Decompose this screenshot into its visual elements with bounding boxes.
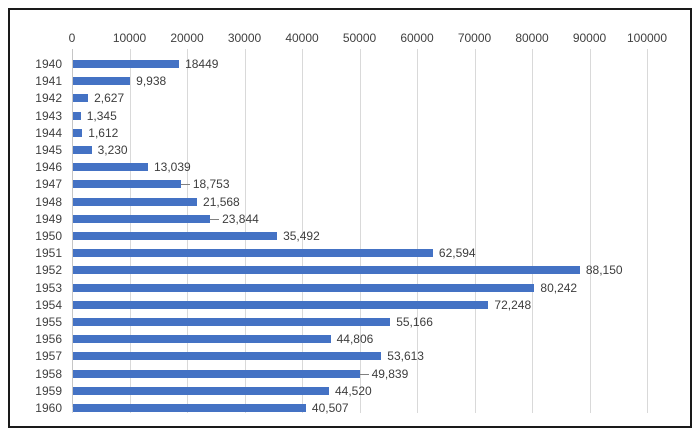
data-label: 13,039 <box>153 160 191 175</box>
data-label-leader-line <box>210 218 220 220</box>
bar <box>73 60 180 68</box>
category-label: 1952 <box>35 263 62 278</box>
category-label: 1953 <box>35 280 62 295</box>
axis-tick-mark <box>417 407 418 413</box>
category-label: 1948 <box>35 194 62 209</box>
bar <box>73 318 391 326</box>
x-axis-tick-label: 10000 <box>112 31 147 45</box>
gridline <box>647 49 648 407</box>
category-label: 1947 <box>35 177 62 192</box>
data-label: 53,613 <box>387 349 424 364</box>
category-label: 1944 <box>35 125 62 140</box>
data-label: 72,248 <box>494 297 532 312</box>
category-label: 1949 <box>35 211 62 226</box>
category-label: 1959 <box>35 383 62 398</box>
x-axis-tick-label: 60000 <box>400 31 434 45</box>
data-label: 44,806 <box>336 332 374 347</box>
data-label: 49,839 <box>371 366 409 381</box>
category-label: 1941 <box>35 74 62 89</box>
x-axis-tick-label: 50000 <box>342 31 377 45</box>
bar <box>73 180 181 189</box>
data-label: 80,242 <box>540 280 578 295</box>
x-axis-tick-label: 40000 <box>285 31 319 45</box>
bar <box>73 232 278 240</box>
category-label: 1942 <box>35 91 62 106</box>
data-label: 2,627 <box>94 91 125 106</box>
bar <box>73 283 535 292</box>
axis-tick-mark <box>72 407 73 413</box>
data-label: 18449 <box>185 57 219 71</box>
axis-tick-mark <box>359 407 361 413</box>
bar <box>73 128 83 137</box>
bar <box>73 352 382 361</box>
bar <box>73 214 211 223</box>
category-label: 1954 <box>35 297 62 312</box>
data-label-leader-line <box>180 184 190 186</box>
category-label: 1960 <box>35 401 62 415</box>
data-label: 35,492 <box>283 229 320 243</box>
data-label: 1,345 <box>86 108 117 123</box>
bar <box>73 111 81 120</box>
axis-tick-mark <box>647 407 648 413</box>
gridline <box>589 49 591 407</box>
bar <box>73 300 489 309</box>
bar <box>73 266 580 275</box>
bar <box>73 369 360 378</box>
gridline <box>187 49 188 407</box>
gridline <box>302 49 303 407</box>
axis-tick-mark <box>589 407 591 413</box>
bar <box>73 163 148 172</box>
bar <box>73 404 306 412</box>
x-axis-tick-label: 0 <box>68 31 76 45</box>
data-label: 18,753 <box>192 177 230 192</box>
bar <box>73 77 131 86</box>
x-axis-tick-label: 80000 <box>515 31 549 45</box>
category-label: 1940 <box>35 57 62 71</box>
x-axis-tick-label: 20000 <box>170 31 204 45</box>
data-label: 55,166 <box>396 315 433 329</box>
data-label-leader-line <box>359 373 369 375</box>
bar <box>73 146 92 154</box>
category-label: 1943 <box>35 108 62 123</box>
chart-frame: 0 10000 20000 30000 40000 50000 60000 70000 8000… <box>8 8 692 428</box>
gridline <box>417 49 418 407</box>
data-label: 44,520 <box>334 383 372 398</box>
bar <box>73 386 329 395</box>
plot-area: 0 10000 20000 30000 40000 50000 60000 70000 8000… <box>10 10 690 426</box>
x-axis-tick-label: 30000 <box>227 31 262 45</box>
category-label: 1945 <box>35 143 62 157</box>
category-label: 1958 <box>35 366 62 381</box>
data-label: 9,938 <box>136 74 167 89</box>
data-label: 40,507 <box>311 401 349 415</box>
gridline <box>244 49 246 407</box>
category-label: 1951 <box>35 246 62 261</box>
gridline <box>532 49 533 407</box>
bar <box>73 249 433 258</box>
data-label: 23,844 <box>222 211 259 226</box>
bar <box>73 94 89 103</box>
x-axis-tick-label: 100000 <box>626 31 668 45</box>
x-axis-tick-label: 70000 <box>457 31 492 45</box>
category-label: 1956 <box>35 332 62 347</box>
gridline <box>359 49 361 407</box>
axis-tick-mark <box>532 407 533 413</box>
data-label: 1,612 <box>88 125 119 140</box>
data-label: 3,230 <box>97 143 128 157</box>
bar <box>73 335 331 344</box>
x-axis-tick-label: 90000 <box>572 31 607 45</box>
axis-tick-mark <box>474 407 476 413</box>
gridline <box>129 49 131 407</box>
category-label: 1957 <box>35 349 62 364</box>
category-label: 1946 <box>35 160 62 175</box>
category-label: 1950 <box>35 229 62 243</box>
data-label: 21,568 <box>203 194 240 209</box>
data-label: 88,150 <box>585 263 623 278</box>
category-label: 1955 <box>35 315 62 329</box>
zero-axis-line <box>72 49 73 407</box>
bar <box>73 197 198 206</box>
data-label: 62,594 <box>438 246 476 261</box>
gridline <box>474 49 476 407</box>
